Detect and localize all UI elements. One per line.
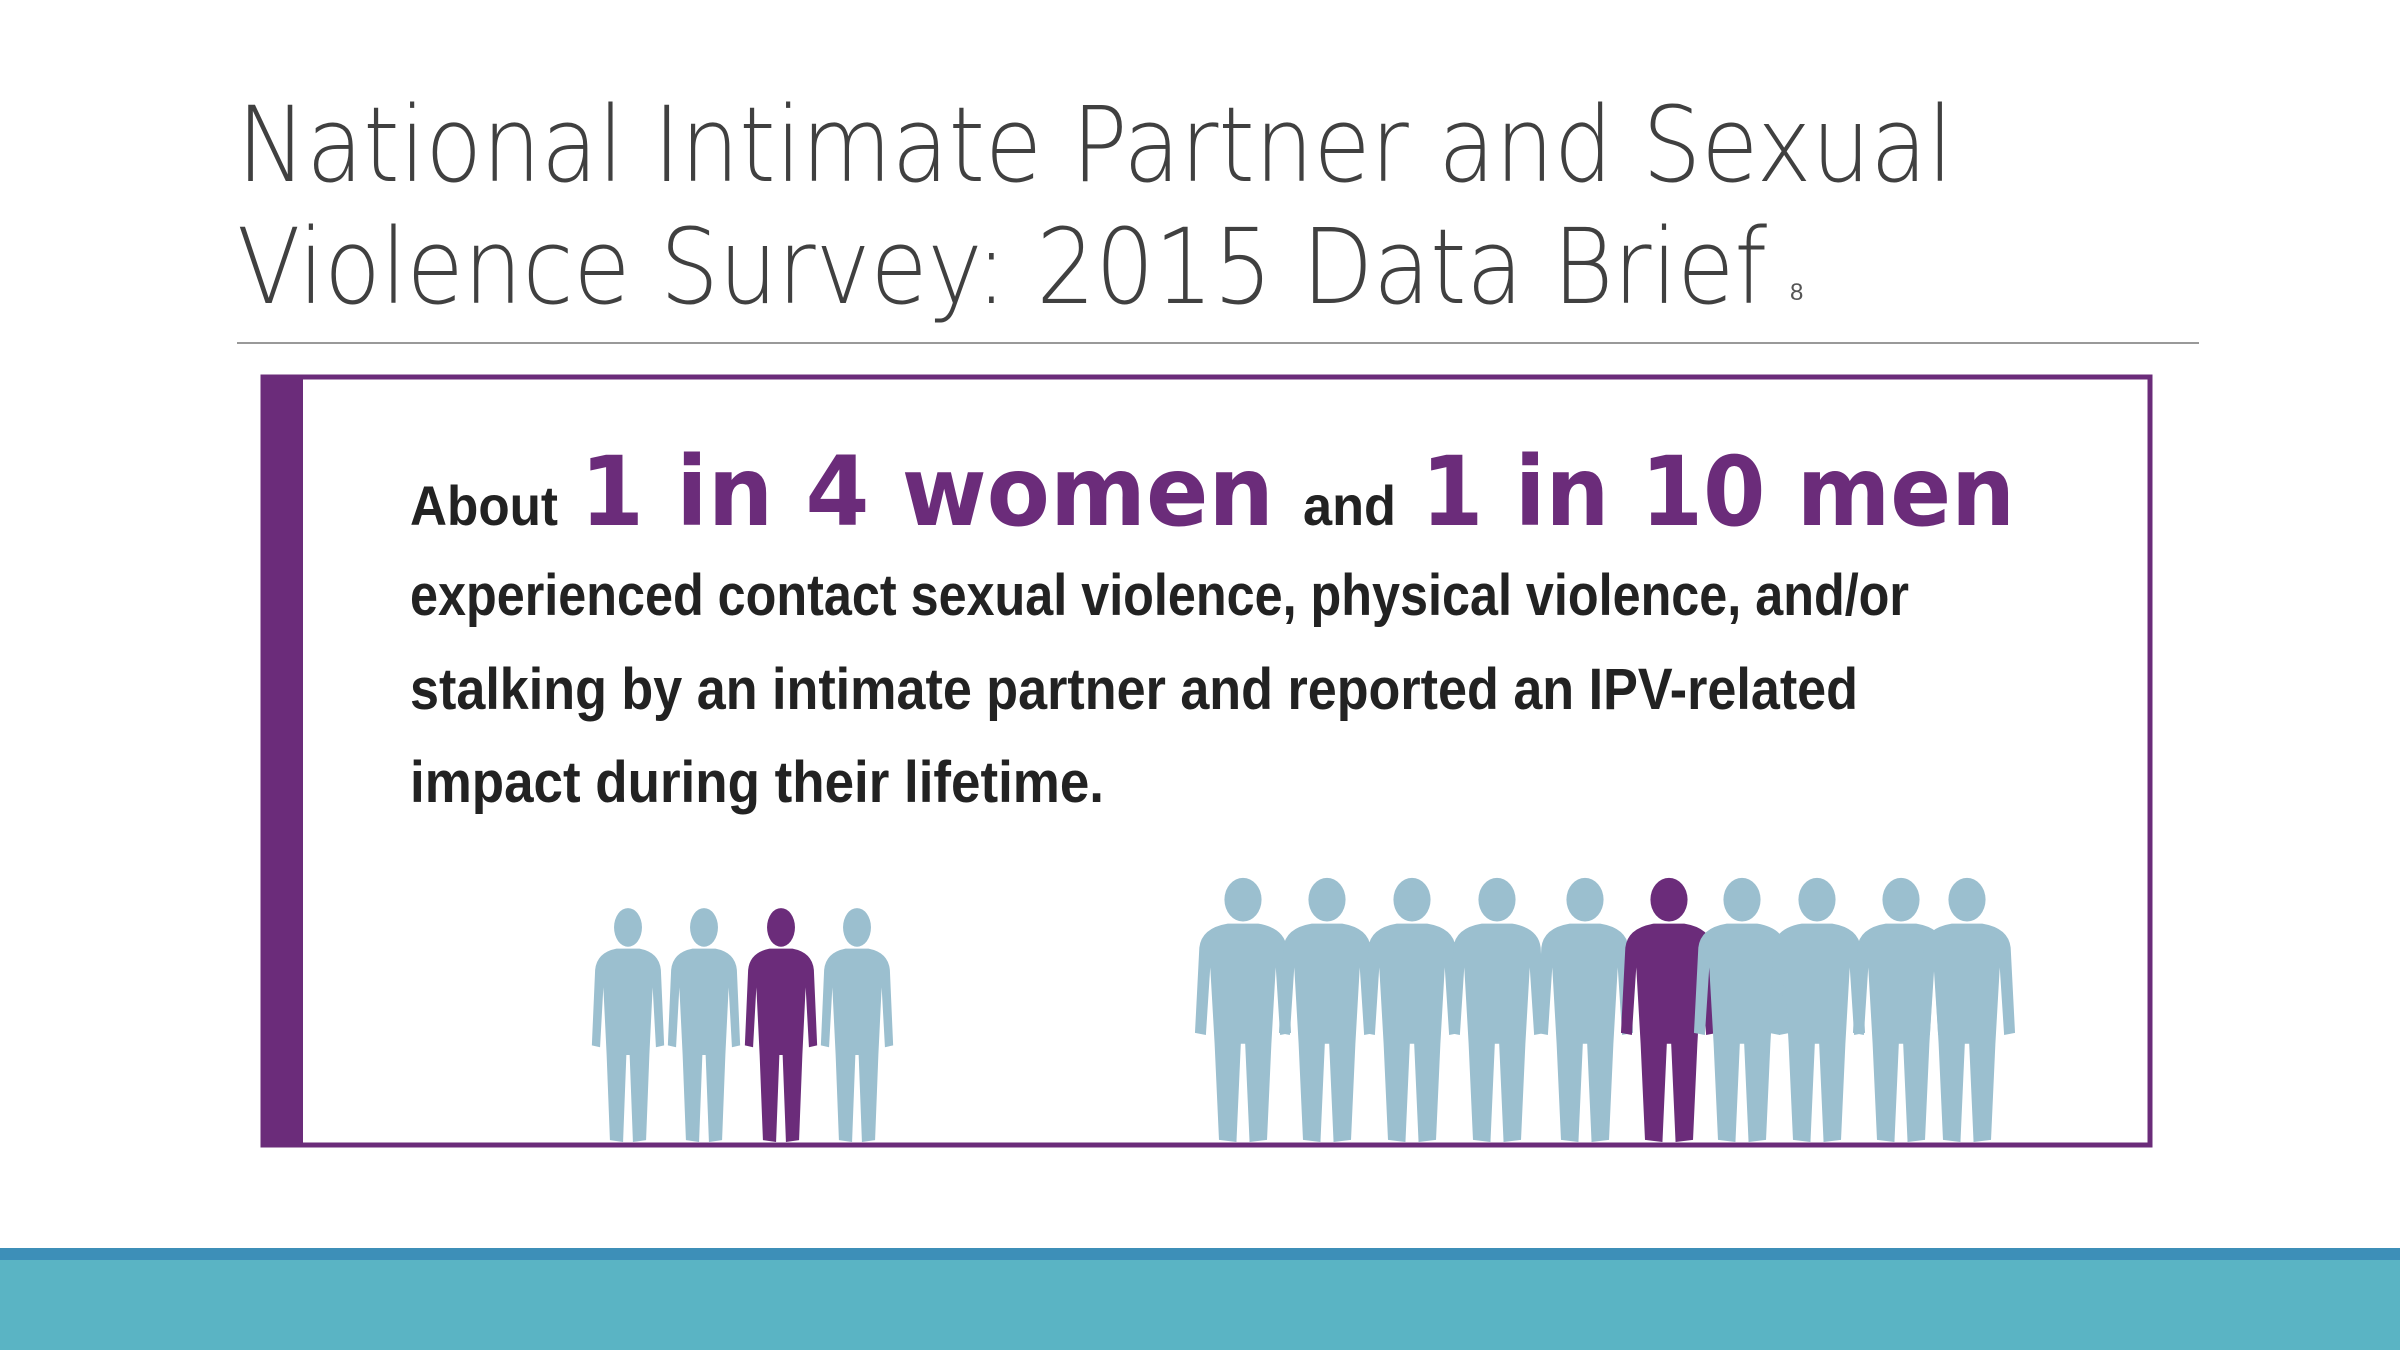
- person-icon: [1768, 877, 1866, 1142]
- body-line: stalking by an intimate partner and repo…: [410, 657, 1858, 722]
- conjunction: and: [1303, 474, 1396, 537]
- person-icon: [1918, 877, 2016, 1142]
- person-icon: [744, 908, 818, 1142]
- men-stat: 1 in 10 men: [1421, 436, 2015, 548]
- footnote: 8: [1790, 279, 1803, 306]
- person-icon: [1693, 877, 1791, 1142]
- title-line: National Intimate Partner and Sexual: [237, 84, 1953, 206]
- footer-stripe: [0, 1248, 2400, 1260]
- person-icon: [1194, 877, 1292, 1142]
- person-icon: [1278, 877, 1376, 1142]
- infographic-bar: [263, 377, 303, 1145]
- person-icon: [1536, 877, 1634, 1142]
- person-icon: [667, 908, 741, 1142]
- person-icon: [1363, 877, 1461, 1142]
- person-icon: [820, 908, 894, 1142]
- footer-band: [0, 1248, 2400, 1350]
- person-icon: [1620, 877, 1718, 1142]
- women-stat: 1 in 4 women: [580, 436, 1274, 548]
- intro: About: [410, 474, 558, 537]
- people-illustration: [591, 877, 2016, 1142]
- title-line: Violence Survey: 2015 Data Brief: [237, 206, 1767, 328]
- body-line: experienced contact sexual violence, phy…: [410, 563, 1909, 628]
- body-line: impact during their lifetime.: [410, 750, 1104, 815]
- person-icon: [591, 908, 665, 1142]
- person-icon: [1448, 877, 1546, 1142]
